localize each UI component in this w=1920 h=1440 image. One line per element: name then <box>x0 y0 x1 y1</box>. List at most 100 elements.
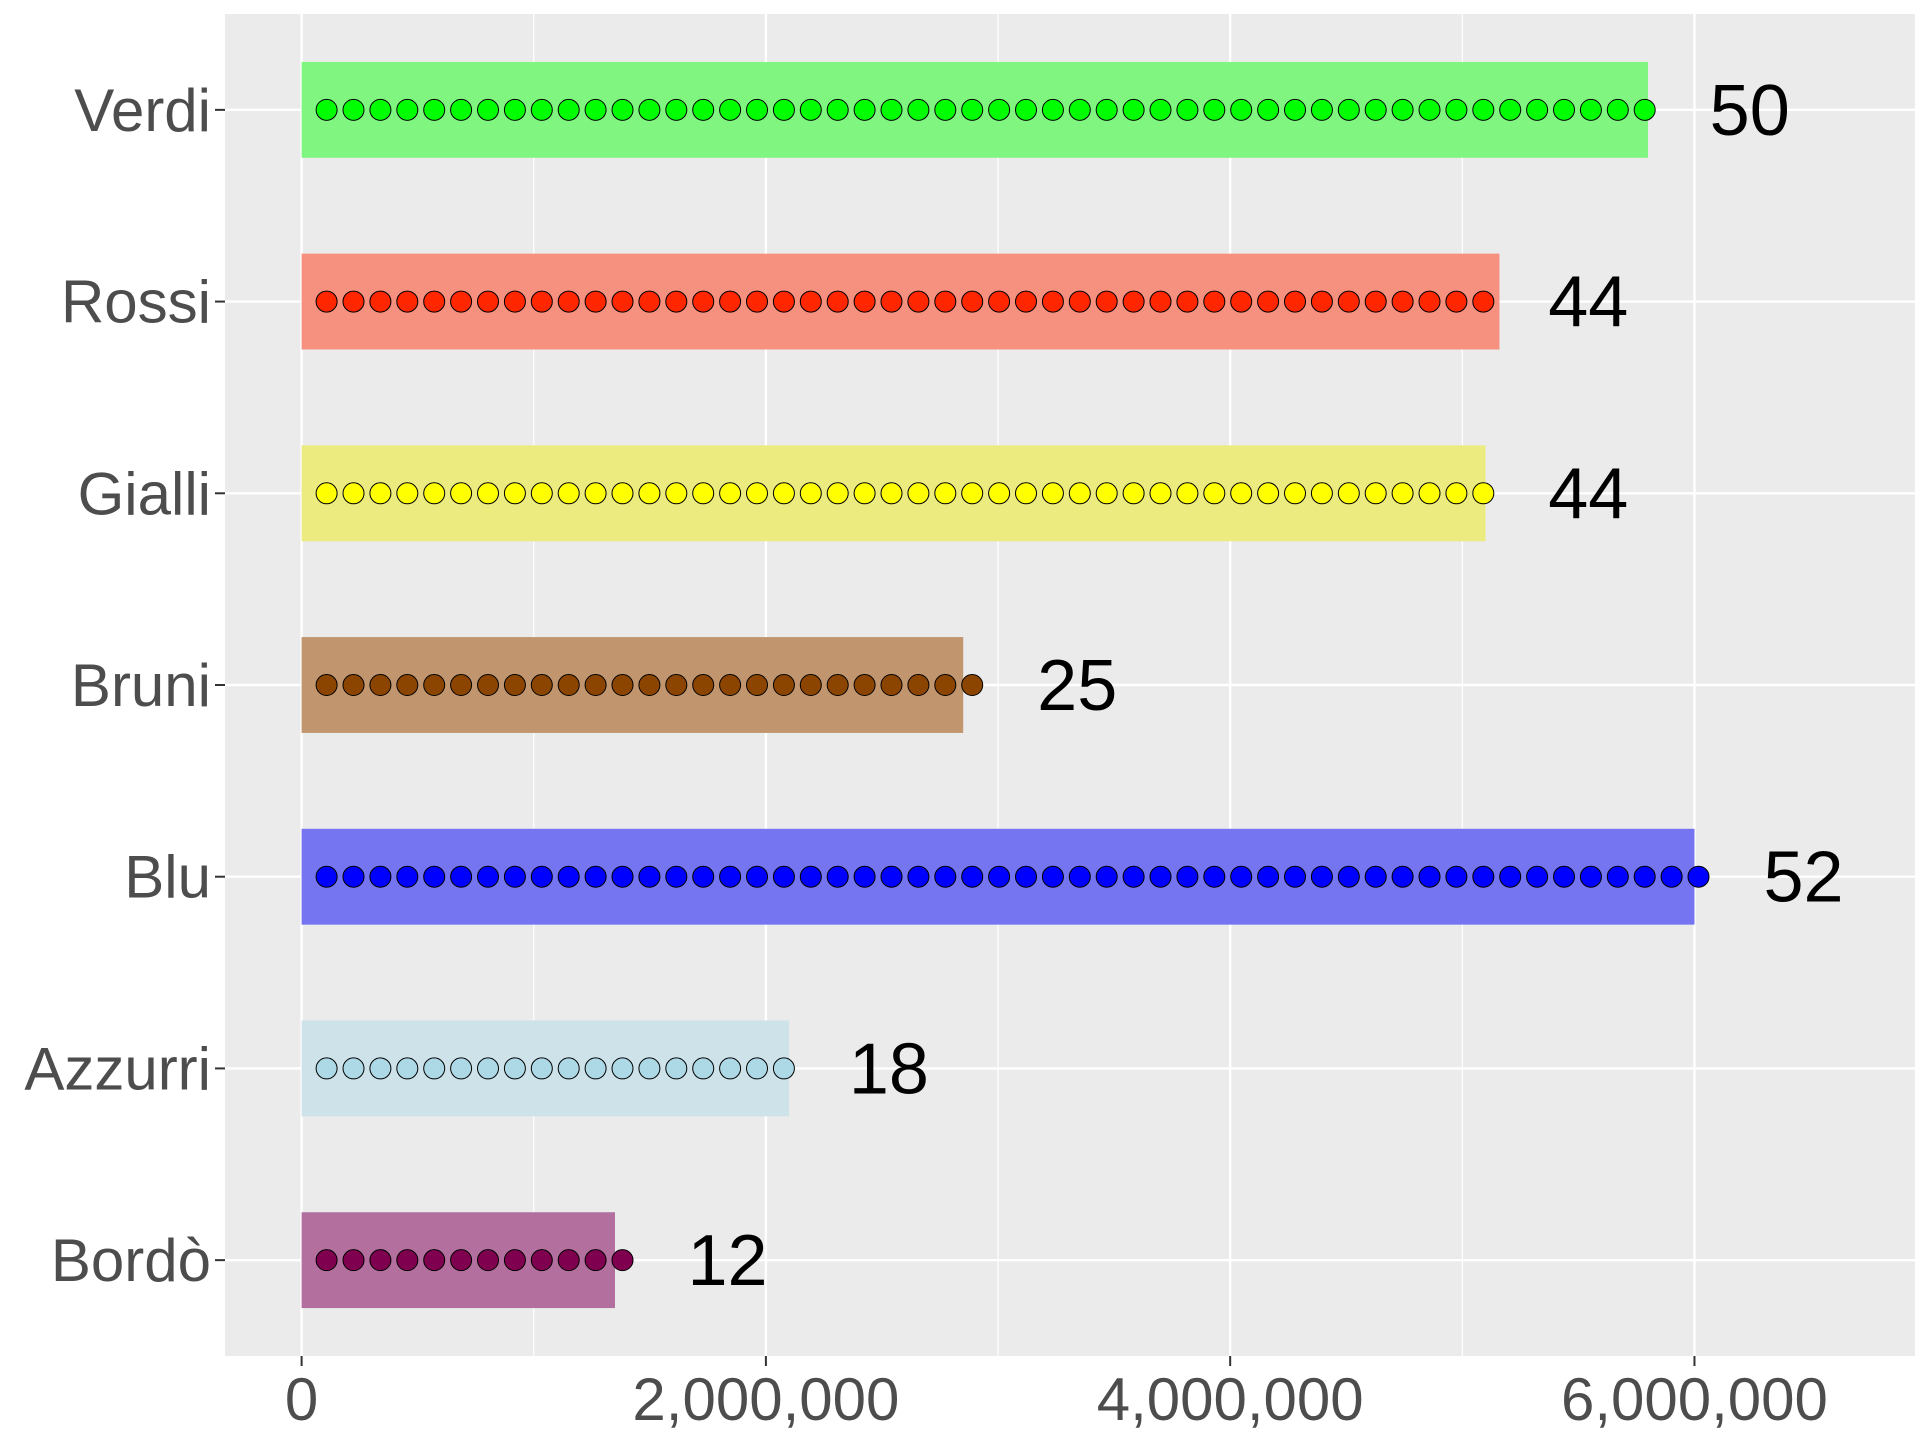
seat-dot <box>746 482 769 505</box>
seat-dot <box>1391 98 1414 121</box>
y-tick-label: Verdi <box>74 77 211 144</box>
seat-dot <box>1203 290 1226 313</box>
seat-dot <box>772 1057 795 1080</box>
seat-dot <box>315 674 338 696</box>
seat-dot <box>369 674 392 696</box>
seat-dot <box>1606 98 1629 121</box>
seat-dot <box>961 674 984 696</box>
seat-dot <box>611 674 634 696</box>
seat-dot <box>450 674 473 696</box>
seat-dot <box>1041 865 1064 888</box>
seat-dot <box>907 674 930 696</box>
seat-dot <box>477 98 500 121</box>
seat-dot <box>611 290 634 313</box>
seat-dot <box>1176 290 1199 313</box>
seat-dot <box>1176 482 1199 505</box>
seat-dot <box>638 98 661 121</box>
seat-dot <box>342 865 365 888</box>
seat-dot <box>1364 482 1387 505</box>
seat-dot <box>503 1057 526 1080</box>
seat-dot <box>1418 290 1441 313</box>
seat-dot <box>369 1057 392 1080</box>
seat-dot <box>746 674 769 696</box>
seat-dot <box>1553 98 1576 121</box>
seat-dot <box>1445 482 1468 505</box>
value-label-verdi: 50 <box>1710 71 1790 151</box>
seat-dot <box>503 482 526 505</box>
seat-dot <box>1284 290 1307 313</box>
seat-dot <box>1337 290 1360 313</box>
y-tick-label: Blu <box>124 844 211 911</box>
seat-dot <box>1122 482 1145 505</box>
seat-dot <box>772 482 795 505</box>
seat-dot <box>315 290 338 313</box>
seat-dot <box>396 674 419 696</box>
seat-dot <box>1579 98 1602 121</box>
seat-dot <box>1068 98 1091 121</box>
seat-dot <box>988 482 1011 505</box>
seat-dot <box>638 290 661 313</box>
value-labels-layer: 50 44 44 25 52 18 12 <box>687 71 1843 1301</box>
seat-dot <box>719 865 742 888</box>
seat-dot <box>1149 98 1172 121</box>
seat-dot <box>611 482 634 505</box>
seat-dot <box>450 1249 473 1272</box>
seat-dot <box>692 865 715 888</box>
seat-dot <box>719 1057 742 1080</box>
seat-dot <box>450 865 473 888</box>
seat-dot <box>1284 865 1307 888</box>
seat-dot <box>1364 290 1387 313</box>
seat-dot <box>369 865 392 888</box>
seat-dot <box>315 482 338 505</box>
seat-dot <box>853 290 876 313</box>
seat-dot <box>477 865 500 888</box>
seat-dot <box>772 98 795 121</box>
seat-dot <box>1660 865 1683 888</box>
seat-dot <box>584 1249 607 1272</box>
seat-dot <box>1149 865 1172 888</box>
seat-dot <box>1203 865 1226 888</box>
seat-dot <box>853 98 876 121</box>
seat-dot <box>880 865 903 888</box>
seat-dot <box>1472 98 1495 121</box>
y-tick-label: Azzurri <box>24 1035 211 1102</box>
seat-dot <box>638 1057 661 1080</box>
seat-dot <box>826 482 849 505</box>
seat-dot <box>1391 865 1414 888</box>
seat-dot <box>1499 865 1522 888</box>
seat-dot <box>1310 290 1333 313</box>
seat-dot <box>799 674 822 696</box>
seat-dot <box>1257 865 1280 888</box>
seat-dot <box>853 482 876 505</box>
seat-dot <box>1015 482 1038 505</box>
seat-dot <box>826 865 849 888</box>
seat-dot <box>557 1057 580 1080</box>
seat-dot <box>423 98 446 121</box>
seat-dot <box>450 1057 473 1080</box>
seat-dot <box>503 98 526 121</box>
seat-dot <box>423 865 446 888</box>
seat-dot <box>1149 290 1172 313</box>
seat-dot <box>719 482 742 505</box>
seat-dot <box>665 674 688 696</box>
seat-dot <box>1364 865 1387 888</box>
seat-dot <box>772 674 795 696</box>
seat-dot <box>1041 98 1064 121</box>
seat-dot <box>557 1249 580 1272</box>
seat-dot <box>530 674 553 696</box>
seat-dot <box>934 290 957 313</box>
seat-dot <box>961 482 984 505</box>
seat-dot <box>665 482 688 505</box>
seat-dot <box>1068 290 1091 313</box>
seat-dot <box>934 98 957 121</box>
seat-dot <box>477 482 500 505</box>
seat-dot <box>1284 482 1307 505</box>
seat-dot <box>1176 865 1199 888</box>
seat-dot <box>692 1057 715 1080</box>
seat-dot <box>746 290 769 313</box>
seat-dot <box>1015 290 1038 313</box>
seat-dot <box>611 1249 634 1272</box>
seat-dot <box>1230 865 1253 888</box>
seat-dot <box>1257 482 1280 505</box>
seat-dot <box>1041 482 1064 505</box>
